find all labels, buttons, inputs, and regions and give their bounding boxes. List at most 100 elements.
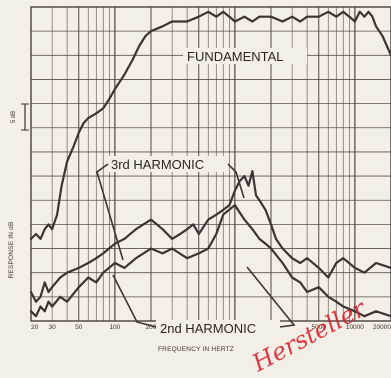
data-point-2nd-harmonic bbox=[281, 262, 284, 264]
data-point-fundamental bbox=[367, 10, 370, 13]
data-point-2nd-harmonic bbox=[77, 286, 80, 289]
x-tick-label: 200 bbox=[146, 324, 157, 331]
data-point-3rd-harmonic bbox=[243, 175, 246, 178]
data-point-3rd-harmonic bbox=[43, 281, 46, 284]
data-point-3rd-harmonic bbox=[215, 213, 218, 216]
data-point-fundamental bbox=[179, 20, 182, 23]
y-axis-title: RESPONSE IN dB bbox=[8, 222, 15, 279]
data-point-fundamental bbox=[35, 233, 37, 235]
data-point-3rd-harmonic bbox=[95, 257, 98, 260]
data-point-3rd-harmonic bbox=[363, 271, 366, 274]
x-tick-label: 100 bbox=[109, 324, 120, 331]
data-point-2nd-harmonic bbox=[335, 300, 338, 303]
data-point-3rd-harmonic bbox=[161, 228, 164, 231]
data-point-2nd-harmonic bbox=[47, 300, 50, 303]
data-point-3rd-harmonic bbox=[150, 218, 152, 221]
data-point-fundamental bbox=[258, 15, 261, 18]
data-point-3rd-harmonic bbox=[77, 267, 80, 269]
data-point-3rd-harmonic bbox=[228, 204, 231, 207]
data-point-2nd-harmonic bbox=[251, 228, 254, 231]
data-point-fundamental bbox=[207, 10, 210, 13]
data-point-3rd-harmonic bbox=[255, 194, 257, 197]
data-point-fundamental bbox=[114, 88, 116, 90]
data-point-3rd-harmonic bbox=[375, 262, 377, 264]
data-point-2nd-harmonic bbox=[95, 281, 98, 284]
data-point-fundamental bbox=[77, 131, 80, 134]
annotation-2nd-harmonic-label: 2nd HARMONIC bbox=[160, 321, 256, 336]
data-point-3rd-harmonic bbox=[102, 252, 105, 255]
data-point-2nd-harmonic bbox=[161, 252, 164, 255]
data-point-3rd-harmonic bbox=[179, 233, 182, 235]
data-point-fundamental bbox=[335, 15, 338, 18]
data-point-3rd-harmonic bbox=[264, 209, 267, 211]
data-point-fundamental bbox=[95, 112, 98, 115]
data-point-fundamental bbox=[306, 15, 308, 18]
data-point-2nd-harmonic bbox=[102, 271, 105, 274]
data-point-fundamental bbox=[371, 15, 374, 18]
pointer-2nd-harmonic-right bbox=[246, 266, 296, 328]
series-layer bbox=[29, 10, 391, 318]
data-point-fundamental bbox=[234, 20, 236, 23]
data-point-fundamental bbox=[171, 20, 174, 23]
data-point-3rd-harmonic bbox=[197, 233, 200, 235]
data-point-2nd-harmonic bbox=[354, 310, 356, 313]
data-point-3rd-harmonic bbox=[354, 267, 356, 269]
data-point-fundamental bbox=[270, 15, 272, 18]
data-point-2nd-harmonic bbox=[215, 233, 218, 235]
annotation-3rd-harmonic: 3rd HARMONIC bbox=[96, 156, 245, 261]
data-point-fundamental bbox=[186, 20, 189, 23]
data-point-fundamental bbox=[243, 15, 246, 18]
annotation-fundamental-bg bbox=[183, 48, 307, 64]
data-point-3rd-harmonic bbox=[30, 291, 32, 293]
data-point-fundamental bbox=[197, 15, 200, 18]
x-tick-label: 30 bbox=[49, 324, 57, 331]
data-point-fundamental bbox=[87, 117, 90, 119]
data-point-2nd-harmonic bbox=[197, 252, 200, 255]
data-point-fundamental bbox=[123, 73, 126, 76]
data-point-fundamental bbox=[47, 223, 50, 226]
data-point-3rd-harmonic bbox=[114, 242, 116, 245]
data-point-3rd-harmonic bbox=[192, 223, 195, 226]
data-point-fundamental bbox=[375, 25, 377, 28]
data-point-3rd-harmonic bbox=[299, 262, 302, 264]
data-point-2nd-harmonic bbox=[123, 267, 126, 269]
data-point-2nd-harmonic bbox=[234, 204, 236, 207]
data-point-3rd-harmonic bbox=[171, 238, 174, 240]
data-point-2nd-harmonic bbox=[43, 310, 46, 313]
pointer-3rd-harmonic-left bbox=[96, 163, 124, 261]
data-point-fundamental bbox=[348, 15, 351, 18]
data-point-fundamental bbox=[222, 10, 225, 13]
annotation-3rd-harmonic-bg bbox=[108, 156, 228, 172]
data-point-3rd-harmonic bbox=[39, 295, 42, 298]
annotation-fundamental: FUNDAMENTAL bbox=[183, 48, 307, 64]
scale-marker-label: 5 dB bbox=[11, 111, 17, 123]
data-point-fundamental bbox=[144, 35, 147, 37]
data-point-fundamental bbox=[30, 238, 32, 240]
data-point-2nd-harmonic bbox=[39, 305, 42, 308]
data-point-3rd-harmonic bbox=[51, 286, 53, 289]
data-point-2nd-harmonic bbox=[87, 276, 90, 279]
data-point-fundamental bbox=[60, 184, 63, 187]
x-tick-label: 5000 bbox=[312, 324, 327, 331]
data-point-3rd-harmonic bbox=[291, 257, 293, 260]
data-point-fundamental bbox=[43, 228, 46, 231]
x-axis-title: FREQUENCY IN HERTZ bbox=[158, 346, 234, 353]
data-point-fundamental bbox=[102, 107, 105, 110]
data-point-2nd-harmonic bbox=[150, 247, 152, 250]
data-point-fundamental bbox=[131, 59, 134, 61]
data-point-3rd-harmonic bbox=[258, 199, 261, 202]
x-tick-label: 20 bbox=[31, 324, 39, 331]
data-point-2nd-harmonic bbox=[306, 291, 308, 293]
data-point-3rd-harmonic bbox=[123, 238, 126, 240]
data-point-2nd-harmonic bbox=[66, 300, 68, 303]
data-point-fundamental bbox=[108, 97, 111, 100]
data-point-2nd-harmonic bbox=[317, 286, 320, 289]
data-point-fundamental bbox=[228, 15, 231, 18]
scale-marker: 5 dB bbox=[11, 103, 29, 131]
data-point-fundamental bbox=[215, 15, 218, 18]
data-point-3rd-harmonic bbox=[222, 209, 225, 211]
data-point-3rd-harmonic bbox=[247, 184, 250, 187]
data-point-3rd-harmonic bbox=[281, 247, 284, 250]
x-tick-label: 20000 bbox=[373, 324, 391, 331]
data-point-fundamental bbox=[251, 20, 254, 23]
